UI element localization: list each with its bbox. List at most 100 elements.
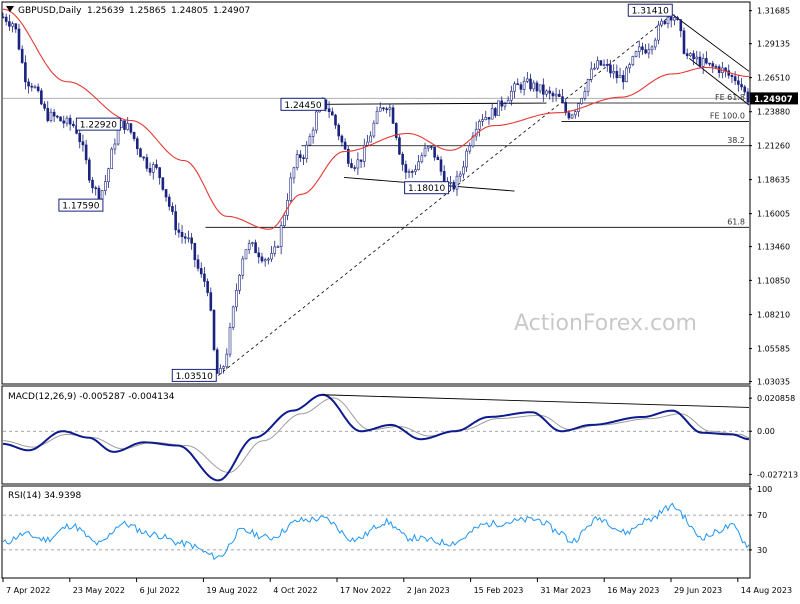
macd-panel-frame bbox=[1, 385, 751, 485]
candle-body bbox=[206, 281, 209, 293]
candle bbox=[714, 64, 718, 68]
price-y-tick-label: 1.03035 bbox=[757, 378, 790, 387]
candle bbox=[423, 142, 427, 158]
candle-body bbox=[4, 16, 8, 22]
candle bbox=[331, 107, 334, 116]
candle-body bbox=[410, 171, 414, 173]
candle-body bbox=[17, 28, 21, 50]
candle-body bbox=[701, 58, 705, 67]
candle bbox=[535, 80, 539, 99]
candle-body bbox=[471, 135, 475, 147]
candle bbox=[225, 348, 229, 370]
candle bbox=[417, 155, 420, 171]
candle bbox=[158, 167, 161, 185]
candle bbox=[334, 113, 337, 129]
candle bbox=[123, 120, 126, 134]
candle-body bbox=[462, 166, 465, 175]
candle-body bbox=[589, 68, 593, 80]
price-y-tick-label: 1.29135 bbox=[757, 40, 790, 49]
candle-body bbox=[174, 211, 177, 231]
candle-body bbox=[730, 75, 734, 77]
candle bbox=[174, 204, 177, 236]
header-close: 1.24907 bbox=[213, 6, 250, 16]
candle bbox=[663, 20, 667, 26]
candle-body bbox=[14, 23, 18, 30]
candle-body bbox=[295, 154, 299, 169]
candle bbox=[65, 115, 69, 127]
candle bbox=[132, 131, 136, 142]
candle bbox=[490, 103, 494, 120]
candle-body bbox=[599, 60, 603, 66]
fib-label: FE 61.8 bbox=[715, 93, 745, 102]
x-tick-label: 29 Jun 2023 bbox=[674, 586, 722, 595]
candle bbox=[586, 78, 590, 97]
candle-body bbox=[203, 273, 206, 282]
candle bbox=[615, 64, 619, 84]
candle bbox=[733, 71, 737, 85]
candle bbox=[311, 127, 315, 144]
candle-body bbox=[743, 86, 747, 93]
candle-body bbox=[59, 116, 62, 122]
candle bbox=[187, 230, 190, 243]
candle bbox=[199, 262, 203, 278]
candle-body bbox=[666, 16, 670, 25]
candle-body bbox=[564, 101, 567, 114]
candle bbox=[685, 48, 689, 60]
candle bbox=[487, 117, 491, 125]
candle-body bbox=[8, 21, 11, 27]
candle bbox=[1, 12, 5, 19]
candle bbox=[708, 62, 711, 67]
candle-body bbox=[235, 290, 238, 308]
candle bbox=[724, 66, 727, 78]
candle bbox=[430, 145, 433, 151]
candle bbox=[609, 59, 612, 78]
candle bbox=[621, 70, 625, 90]
price-label-box bbox=[280, 97, 326, 111]
candle-body bbox=[164, 189, 168, 198]
candle-body bbox=[88, 159, 91, 181]
candle bbox=[142, 156, 145, 161]
candle bbox=[666, 15, 670, 29]
candle-body bbox=[561, 96, 564, 103]
candle-body bbox=[257, 252, 261, 258]
candle bbox=[458, 171, 462, 183]
candle bbox=[382, 106, 385, 112]
rsi-layer bbox=[2, 502, 750, 561]
candle-body bbox=[586, 79, 590, 92]
candle bbox=[49, 108, 53, 123]
candle bbox=[679, 19, 683, 38]
candle-body bbox=[567, 112, 571, 119]
candle-body bbox=[49, 111, 53, 121]
x-tick-label: 15 Feb 2023 bbox=[474, 586, 524, 595]
candle bbox=[401, 151, 404, 171]
candle-body bbox=[430, 146, 433, 148]
candle-body bbox=[506, 99, 510, 104]
axis-layer: 1.31685 1.29135 1.26510 1.23880 1.21260 1.186… bbox=[2, 7, 798, 595]
candle-body bbox=[660, 20, 663, 26]
header-triangle-icon bbox=[6, 6, 14, 12]
price-y-tick-label: 1.26510 bbox=[757, 74, 790, 83]
candle bbox=[414, 164, 417, 175]
candle bbox=[353, 165, 356, 172]
candle bbox=[196, 254, 200, 272]
candle-body bbox=[171, 206, 174, 212]
macd-trendline bbox=[322, 394, 750, 408]
candle bbox=[81, 134, 85, 152]
candle-body bbox=[478, 120, 481, 130]
rsi-title: RSI(14) 34.9398 bbox=[8, 491, 81, 501]
candle bbox=[72, 120, 75, 128]
candle-body bbox=[270, 253, 273, 260]
candle-body bbox=[513, 83, 516, 92]
candle bbox=[596, 56, 599, 71]
candle-body bbox=[369, 135, 372, 143]
candle bbox=[247, 239, 251, 254]
price-label-text: 1.22920 bbox=[80, 121, 117, 131]
candle bbox=[46, 101, 50, 123]
candle-body bbox=[510, 90, 513, 101]
candle-body bbox=[254, 242, 257, 254]
candle bbox=[260, 252, 264, 264]
candle bbox=[276, 245, 280, 249]
candle bbox=[561, 88, 564, 104]
candle-body bbox=[155, 164, 158, 168]
candle-body bbox=[436, 156, 440, 161]
